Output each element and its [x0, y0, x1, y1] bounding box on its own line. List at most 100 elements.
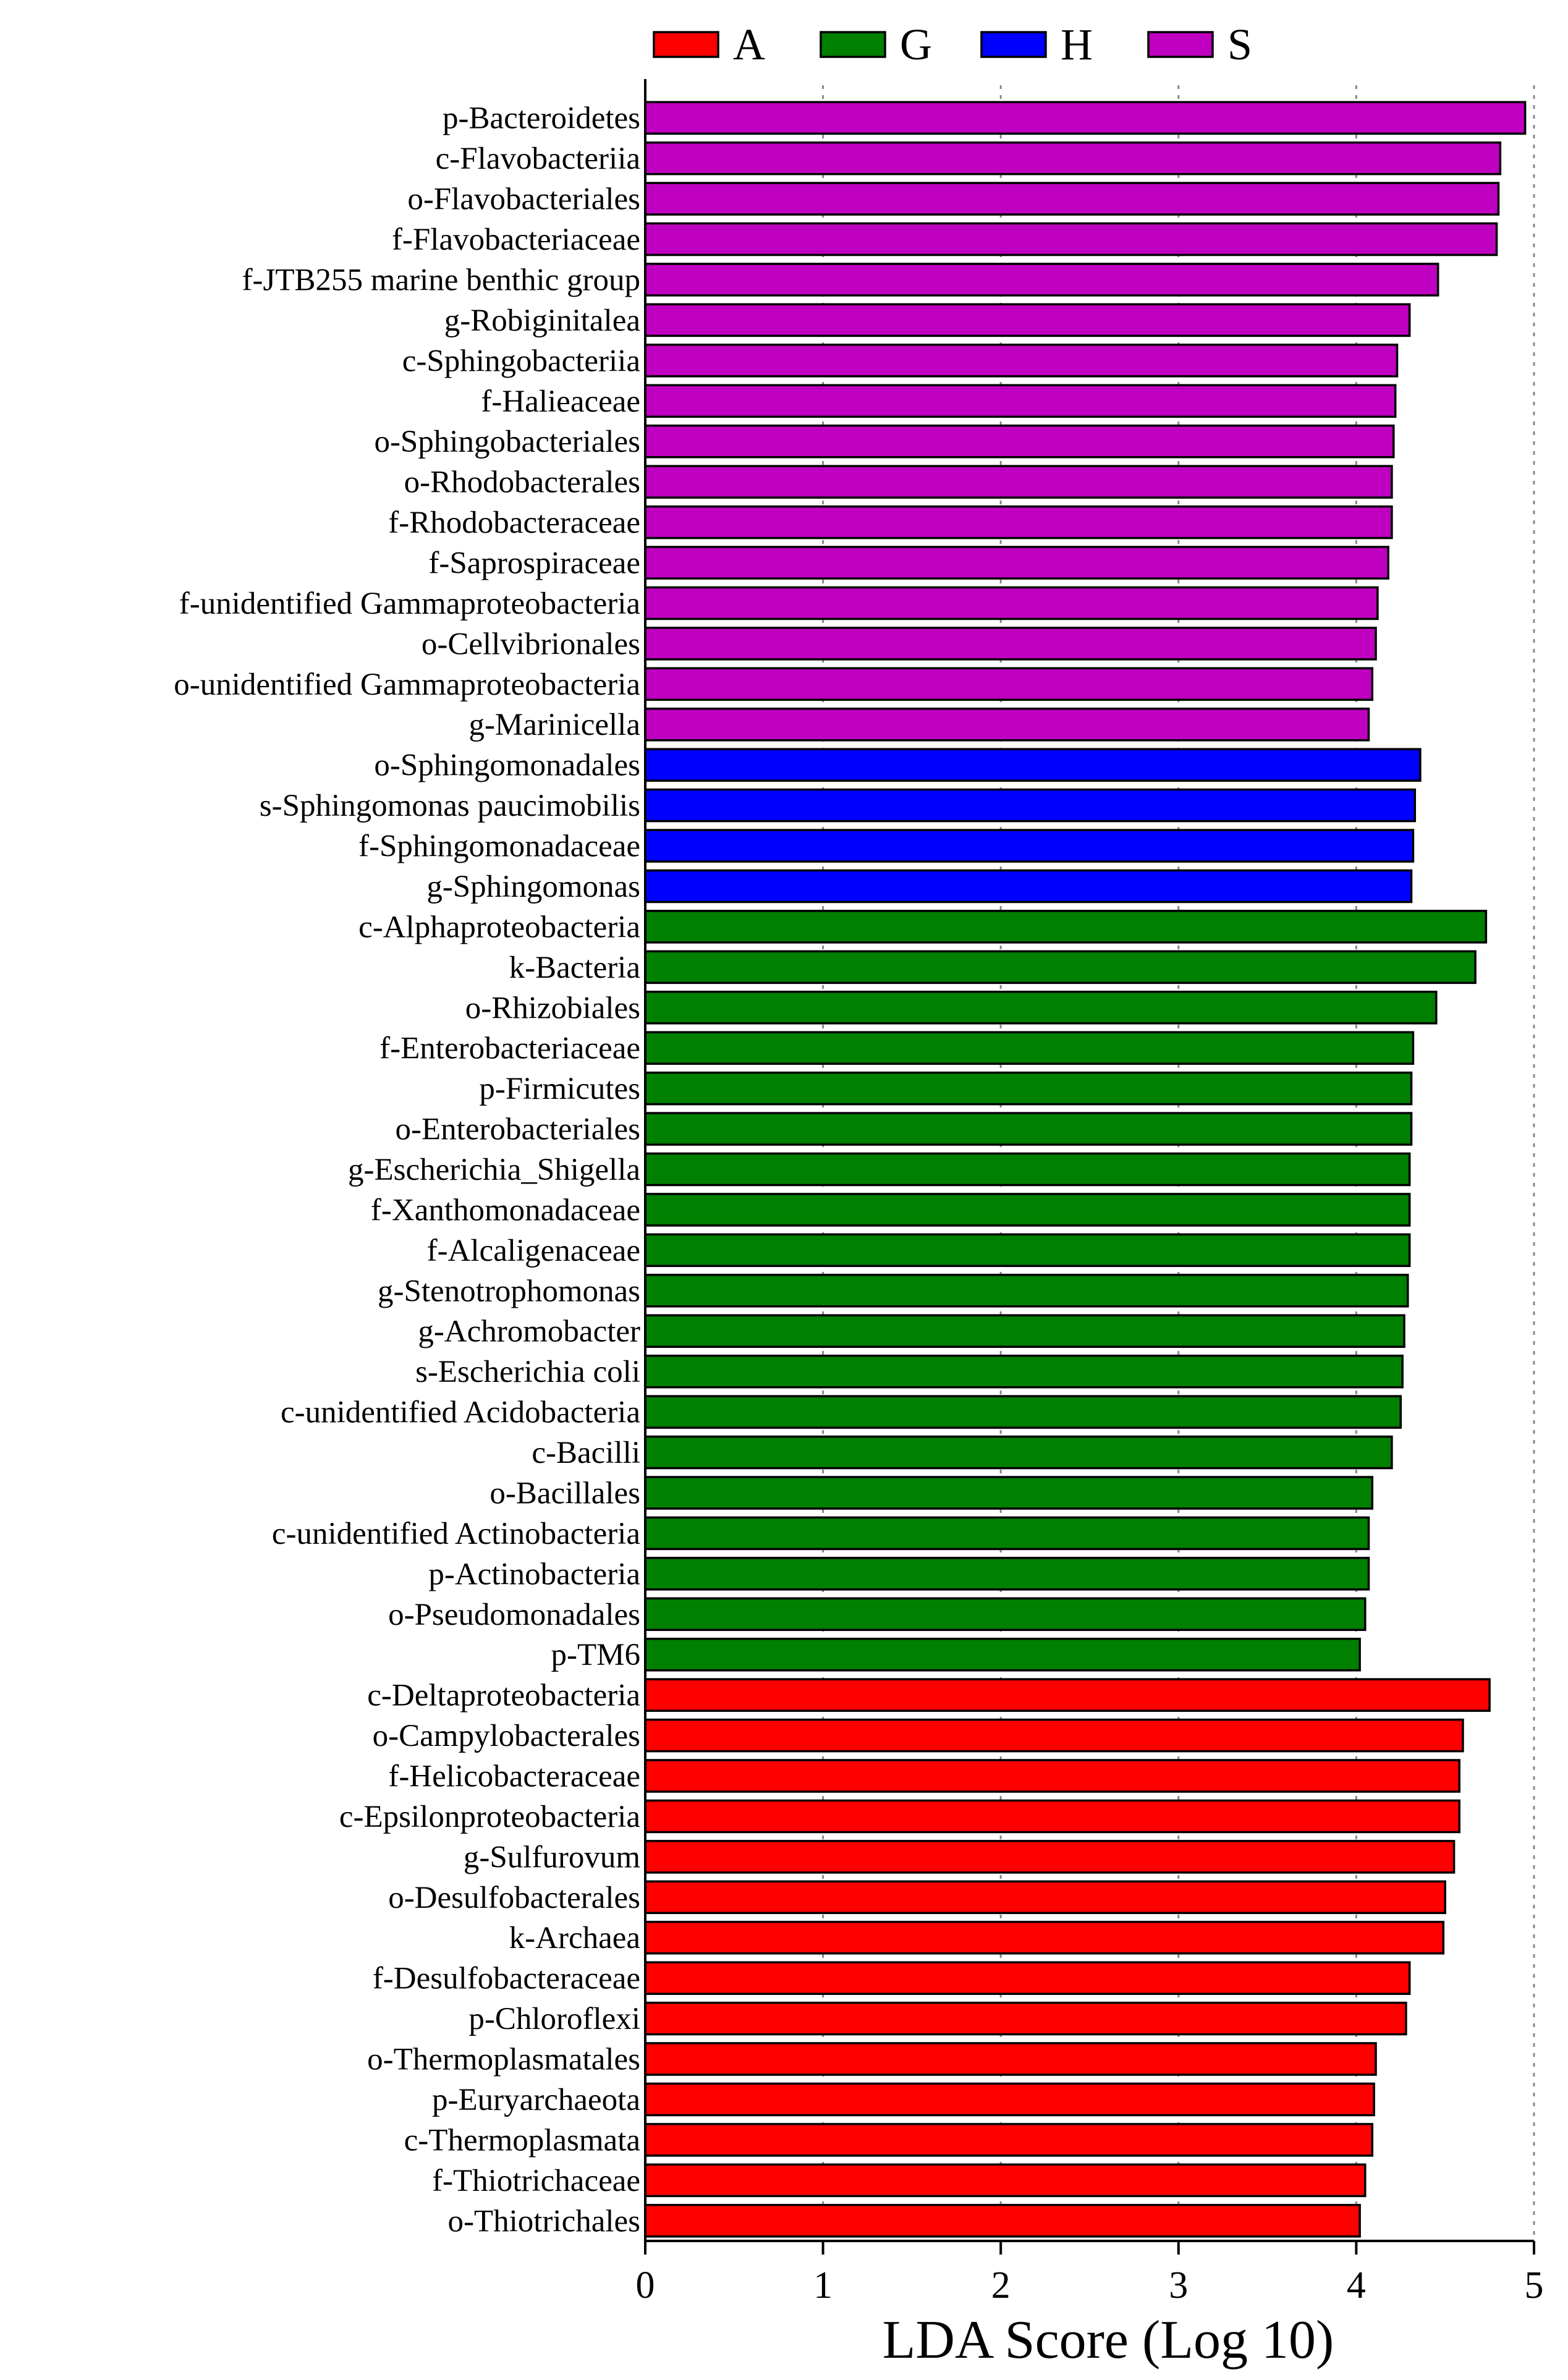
- bar-label-f-rhodobacteraceae: f-Rhodobacteraceae: [388, 506, 640, 540]
- bar-c-flavobacteriia: [644, 141, 1502, 176]
- legend-label-a: A: [733, 20, 765, 69]
- legend-swatch-h: [980, 31, 1047, 58]
- bar-label-o-bacillales: o-Bacillales: [489, 1476, 640, 1510]
- bar-o-cellvibrionales: [644, 627, 1377, 661]
- bar-p-chloroflexi: [644, 2001, 1407, 2036]
- bar-label-o-enterobacteriales: o-Enterobacteriales: [396, 1112, 640, 1147]
- bar-p-bacteroidetes: [644, 101, 1527, 135]
- bar-label-c-deltaproteobacteria: c-Deltaproteobacteria: [367, 1679, 640, 1713]
- bar-label-c-thermoplasmata: c-Thermoplasmata: [404, 2123, 640, 2158]
- bar-label-c-bacilli: c-Bacilli: [532, 1436, 640, 1470]
- bar-label-c-flavobacteriia: c-Flavobacteriia: [436, 142, 640, 176]
- bar-label-o-sphingomonadales: o-Sphingomonadales: [374, 748, 640, 783]
- bar-label-g-stenotrophomonas: g-Stenotrophomonas: [378, 1274, 640, 1308]
- bar-o-thermoplasmatales: [644, 2042, 1377, 2076]
- bar-label-g-achromobacter: g-Achromobacter: [418, 1315, 640, 1349]
- bar-f-desulfobacteraceae: [644, 1961, 1411, 1995]
- legend-label-g: G: [900, 20, 932, 69]
- bars: [644, 101, 1527, 2238]
- bar-k-bacteria: [644, 950, 1477, 985]
- bar-label-o-pseudomonadales: o-Pseudomonadales: [388, 1598, 640, 1632]
- bar-label-f-helicobacteraceae: f-Helicobacteraceae: [388, 1760, 640, 1794]
- bar-label-f-enterobacteriaceae: f-Enterobacteriaceae: [379, 1031, 640, 1066]
- bar-label-f-jtb255-marine-benthic-group: f-JTB255 marine benthic group: [242, 263, 640, 297]
- bar-label-g-sphingomonas: g-Sphingomonas: [426, 870, 640, 904]
- x-axis-title: LDA Score (Log 10): [883, 2310, 1334, 2370]
- legend-label-h: H: [1061, 20, 1093, 69]
- bar-label-p-bacteroidetes: p-Bacteroidetes: [443, 101, 640, 136]
- bar-label-g-marinicella: g-Marinicella: [468, 708, 640, 742]
- bar-g-marinicella: [644, 707, 1370, 742]
- bar-f-unidentified-gammaproteobacteria: [644, 586, 1379, 620]
- x-tick-label-0: 0: [636, 2264, 655, 2306]
- bar-o-flavobacteriales: [644, 182, 1500, 216]
- bar-label-p-actinobacteria: p-Actinobacteria: [428, 1557, 640, 1591]
- bar-label-c-epsilonproteobacteria: c-Epsilonproteobacteria: [339, 1800, 640, 1834]
- bar-s-sphingomonas-paucimobilis: [644, 788, 1417, 823]
- bar-f-helicobacteraceae: [644, 1759, 1460, 1793]
- bar-label-c-sphingobacteriia: c-Sphingobacteriia: [402, 344, 640, 378]
- x-tick-label-3: 3: [1169, 2264, 1188, 2306]
- category-labels: p-Bacteroidetes c-Flavobacteriia o-Flavoba…: [174, 101, 640, 2239]
- bar-s-escherichia-coli: [644, 1354, 1404, 1389]
- bar-f-flavobacteriaceae: [644, 222, 1498, 256]
- bar-g-stenotrophomonas: [644, 1274, 1409, 1308]
- bar-c-unidentified-acidobacteria: [644, 1395, 1402, 1429]
- bar-c-deltaproteobacteria: [644, 1678, 1491, 1712]
- x-tick-label-5: 5: [1525, 2264, 1544, 2306]
- bar-c-thermoplasmata: [644, 2123, 1374, 2157]
- bar-o-rhizobiales: [644, 990, 1438, 1025]
- bar-label-g-escherichia-shigella: g-Escherichia_Shigella: [348, 1153, 640, 1187]
- bar-g-sphingomonas: [644, 869, 1413, 904]
- bar-label-o-flavobacteriales: o-Flavobacteriales: [407, 182, 640, 217]
- bar-o-bacillales: [644, 1476, 1374, 1510]
- bar-label-f-halieaceae: f-Halieaceae: [481, 384, 640, 419]
- bar-c-alphaproteobacteria: [644, 910, 1488, 944]
- bar-f-rhodobacteraceae: [644, 505, 1393, 540]
- bar-label-o-sphingobacteriales: o-Sphingobacteriales: [374, 425, 640, 459]
- bar-o-desulfobacterales: [644, 1880, 1446, 1915]
- x-tick-label-2: 2: [991, 2264, 1011, 2306]
- bar-label-f-alcaligenaceae: f-Alcaligenaceae: [427, 1234, 640, 1268]
- bar-o-pseudomonadales: [644, 1597, 1367, 1632]
- bar-label-f-xanthomonadaceae: f-Xanthomonadaceae: [371, 1193, 640, 1227]
- bar-label-p-chloroflexi: p-Chloroflexi: [468, 2002, 640, 2036]
- bar-label-c-unidentified-acidobacteria: c-unidentified Acidobacteria: [281, 1395, 640, 1430]
- bar-g-escherichia-shigella: [644, 1152, 1411, 1187]
- bar-o-rhodobacterales: [644, 465, 1393, 499]
- bar-label-o-desulfobacterales: o-Desulfobacterales: [388, 1881, 640, 1915]
- bar-o-enterobacteriales: [644, 1112, 1413, 1146]
- bar-label-o-cellvibrionales: o-Cellvibrionales: [422, 627, 640, 661]
- bar-k-archaea: [644, 1920, 1445, 1955]
- bar-f-sphingomonadaceae: [644, 829, 1415, 863]
- bar-g-achromobacter: [644, 1314, 1405, 1349]
- bar-label-p-firmicutes: p-Firmicutes: [479, 1072, 640, 1106]
- bar-f-jtb255-marine-benthic-group: [644, 263, 1439, 297]
- bar-o-unidentified-gammaproteobacteria: [644, 667, 1374, 701]
- bar-f-thiotrichaceae: [644, 2163, 1367, 2198]
- bar-label-o-thermoplasmatales: o-Thermoplasmatales: [367, 2043, 640, 2077]
- bar-label-g-sulfurovum: g-Sulfurovum: [464, 1840, 640, 1874]
- bar-p-actinobacteria: [644, 1557, 1370, 1591]
- legend-swatch-g: [820, 31, 886, 58]
- bar-o-sphingomonadales: [644, 748, 1422, 782]
- bar-label-c-alphaproteobacteria: c-Alphaproteobacteria: [358, 910, 640, 944]
- bar-label-s-sphingomonas-paucimobilis: s-Sphingomonas paucimobilis: [260, 789, 640, 823]
- bar-label-o-rhodobacterales: o-Rhodobacterales: [404, 465, 640, 500]
- bar-f-halieaceae: [644, 384, 1397, 418]
- bar-label-f-thiotrichaceae: f-Thiotrichaceae: [432, 2164, 640, 2198]
- bar-label-f-desulfobacteraceae: f-Desulfobacteraceae: [373, 1962, 640, 1996]
- bar-p-firmicutes: [644, 1071, 1413, 1106]
- bar-p-tm6: [644, 1637, 1361, 1672]
- bar-label-k-archaea: k-Archaea: [509, 1921, 640, 1955]
- bar-f-enterobacteriaceae: [644, 1031, 1415, 1065]
- bar-label-f-unidentified-gammaproteobacteria: f-unidentified Gammaproteobacteria: [179, 587, 640, 621]
- bar-label-f-sphingomonadaceae: f-Sphingomonadaceae: [358, 829, 640, 864]
- bar-p-euryarchaeota: [644, 2082, 1375, 2117]
- bar-f-saprospiraceae: [644, 546, 1389, 580]
- bar-label-o-campylobacterales: o-Campylobacterales: [373, 1719, 640, 1753]
- bar-label-f-saprospiraceae: f-Saprospiraceae: [428, 546, 640, 580]
- bar-c-bacilli: [644, 1435, 1393, 1470]
